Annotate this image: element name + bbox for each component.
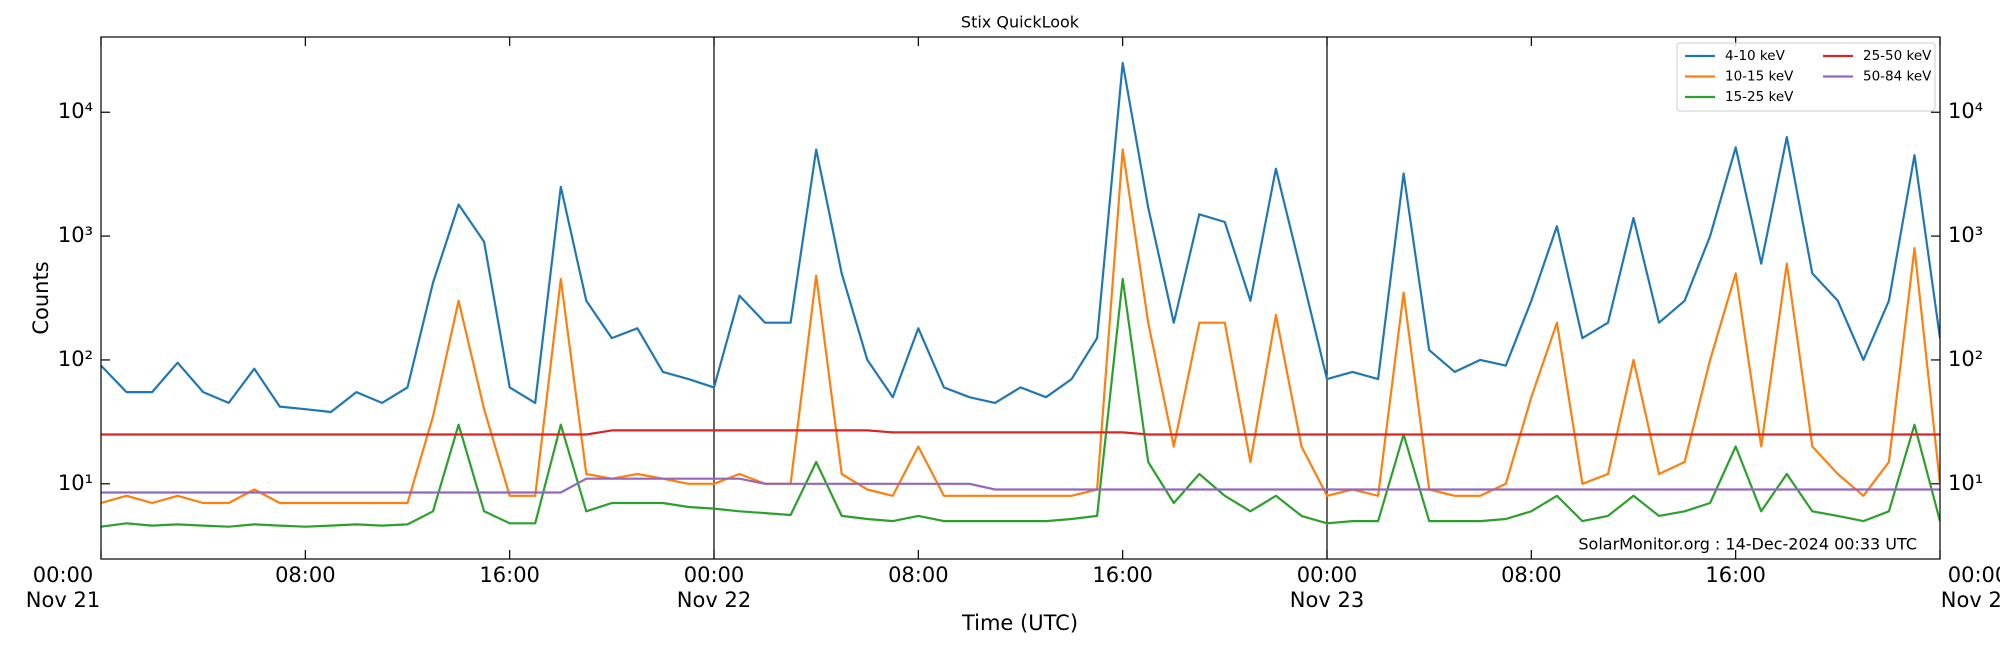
x-tick-label: 16:00 xyxy=(1705,563,1766,587)
y-tick-label: 10³ xyxy=(58,223,93,247)
y-tick-label-right: 10³ xyxy=(1948,223,1983,247)
legend-label: 15-25 keV xyxy=(1725,89,1794,105)
x-tick-label: 08:00 xyxy=(1501,563,1562,587)
legend-label: 4-10 keV xyxy=(1725,48,1786,64)
plot-frame xyxy=(100,36,1941,560)
x-tick-label: 00:00 Nov 21 xyxy=(26,563,100,612)
x-tick-label: 00:00 Nov 23 xyxy=(1290,563,1364,612)
legend-label: 25-50 keV xyxy=(1863,48,1932,64)
chart-title: Stix QuickLook xyxy=(961,13,1080,32)
series-line xyxy=(101,429,1940,436)
series-group xyxy=(101,477,1940,494)
y-tick-label: 10¹ xyxy=(58,471,93,495)
series-line xyxy=(101,277,1940,528)
legend-box xyxy=(1676,42,1936,112)
y-tick-label: 10² xyxy=(58,347,93,371)
y-axis-label: Counts xyxy=(29,261,53,334)
annotation: SolarMonitor.org : 14-Dec-2024 00:33 UTC xyxy=(1578,535,1917,554)
legend-label: 10-15 keV xyxy=(1725,69,1794,85)
x-tick-label: 00:00 Nov 22 xyxy=(677,563,751,612)
x-tick-label: 16:00 xyxy=(1092,563,1153,587)
y-tick-label: 10⁴ xyxy=(58,99,93,123)
series-line xyxy=(101,61,1940,414)
y-tick-label-right: 10⁴ xyxy=(1948,99,1983,123)
series-line xyxy=(101,148,1940,505)
series-group xyxy=(101,148,1940,505)
x-tick-label: 16:00 xyxy=(479,563,540,587)
series-line xyxy=(101,477,1940,494)
legend-label: 50-84 keV xyxy=(1863,69,1932,85)
x-axis-label: Time (UTC) xyxy=(961,611,1078,635)
series-group xyxy=(101,277,1940,528)
series-group xyxy=(101,61,1940,414)
series-group xyxy=(101,429,1940,436)
y-tick-label-right: 10² xyxy=(1948,347,1983,371)
x-tick-label: 08:00 xyxy=(275,563,336,587)
x-tick-label: 08:00 xyxy=(888,563,949,587)
y-tick-label-right: 10¹ xyxy=(1948,471,1983,495)
